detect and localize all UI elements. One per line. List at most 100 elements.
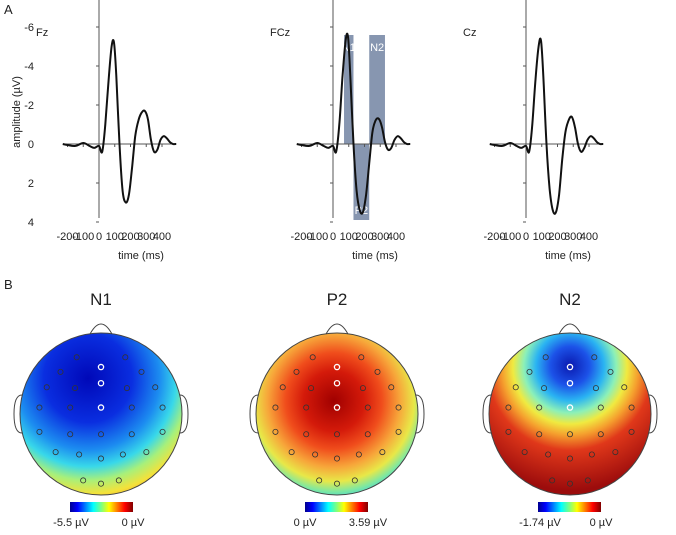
scalp-field [489, 333, 651, 495]
y-tick-label: 2 [28, 178, 34, 190]
y-tick-label: -4 [24, 61, 34, 73]
x-tick-label: -200 [56, 231, 78, 243]
left-ear-icon [482, 394, 492, 434]
electrode-marker [541, 385, 548, 392]
colorbar-max-p2: 3.59 µV [349, 517, 388, 529]
electrode-marker [98, 431, 105, 438]
electrode-marker [566, 363, 574, 371]
electrode-marker [128, 404, 135, 411]
electrode-marker [395, 404, 402, 411]
erp-trace-cz [489, 37, 604, 215]
electrode-marker [512, 384, 519, 391]
electrode-marker [588, 451, 595, 458]
erp-trace-fz [62, 38, 177, 204]
topomap-title-n1: N1 [90, 290, 112, 309]
electrode-marker [333, 455, 340, 462]
y-tick-label: -6 [24, 22, 34, 34]
electrode-marker [308, 385, 315, 392]
electrode-marker [97, 363, 105, 371]
x-tick-label: 0 [330, 231, 336, 243]
x-tick-label: 300 [371, 231, 389, 243]
x-axis-label: time (ms) [352, 250, 398, 262]
x-tick-label: 200 [355, 231, 373, 243]
electrode-marker [122, 354, 129, 361]
electrode-marker [364, 431, 371, 438]
x-tick-label: -200 [290, 231, 312, 243]
y-tick-label: 0 [28, 139, 34, 151]
electrode-marker [272, 404, 279, 411]
electrode-marker [312, 451, 319, 458]
x-tick-label: 100 [533, 231, 551, 243]
electrode-marker [358, 354, 365, 361]
electrode-marker [355, 451, 362, 458]
electrode-marker [505, 404, 512, 411]
x-tick-label: 100 [106, 231, 124, 243]
channel-label-cz: Cz [463, 27, 476, 39]
x-tick-label: 100 [340, 231, 358, 243]
electrode-marker [379, 449, 386, 456]
electrode-marker [143, 449, 150, 456]
x-tick-label: 400 [580, 231, 598, 243]
channel-label-fz: Fz [36, 27, 48, 39]
electrode-marker [128, 431, 135, 438]
electrode-marker [293, 368, 300, 375]
x-tick-label: -100 [72, 231, 94, 243]
electrode-marker [67, 404, 74, 411]
electrode-marker [621, 384, 628, 391]
electrode-marker [98, 480, 105, 487]
electrode-marker [364, 404, 371, 411]
electrode-marker [566, 379, 574, 387]
electrode-marker [43, 384, 50, 391]
x-tick-label: 0 [523, 231, 529, 243]
left-ear-icon [249, 394, 259, 434]
electrode-marker [549, 477, 556, 484]
topomap-title-p2: P2 [327, 290, 348, 309]
head-outline [255, 332, 419, 496]
x-tick-label: 300 [564, 231, 582, 243]
window-n1 [344, 35, 354, 144]
colorbar-p2 [305, 502, 368, 512]
x-tick-label: 0 [96, 231, 102, 243]
electrode-marker [567, 480, 574, 487]
right-ear-icon [648, 394, 658, 434]
electrode-marker [526, 368, 533, 375]
electrode-marker [288, 449, 295, 456]
electrode-marker [351, 477, 358, 484]
panel-a-label: A [4, 2, 13, 17]
y-axis-title: amplitude (µV) [11, 76, 23, 148]
colorbar-min-n2: -1.74 µV [519, 517, 561, 529]
x-tick-label: 200 [548, 231, 566, 243]
electrode-marker [597, 404, 604, 411]
electrode-marker [67, 431, 74, 438]
electrode-marker [584, 477, 591, 484]
scalp-field [20, 333, 182, 495]
electrode-marker [388, 384, 395, 391]
colorbar-max-n1: 0 µV [122, 517, 146, 529]
head-outline [488, 332, 652, 496]
erp-trace-fcz [296, 32, 411, 215]
colorbar-min-p2: 0 µV [294, 517, 318, 529]
topomap-title-n2: N2 [559, 290, 581, 309]
electrode-marker [505, 428, 512, 435]
x-axis-label: time (ms) [545, 250, 591, 262]
scalp-field [256, 333, 418, 495]
electrode-marker [309, 354, 316, 361]
electrode-marker [123, 385, 130, 392]
electrode-marker [119, 451, 126, 458]
x-tick-label: 400 [387, 231, 405, 243]
colorbar-min-n1: -5.5 µV [53, 517, 89, 529]
electrode-marker [597, 431, 604, 438]
electrode-marker [152, 384, 159, 391]
electrode-marker [97, 379, 105, 387]
electrode-marker [333, 379, 341, 387]
x-tick-label: -100 [306, 231, 328, 243]
x-tick-label: 300 [137, 231, 155, 243]
colorbar-n1 [70, 502, 133, 512]
right-ear-icon [415, 394, 425, 434]
electrode-marker [72, 385, 79, 392]
electrode-marker [592, 385, 599, 392]
electrode-marker [303, 431, 310, 438]
electrode-marker [612, 449, 619, 456]
electrode-marker [159, 404, 166, 411]
